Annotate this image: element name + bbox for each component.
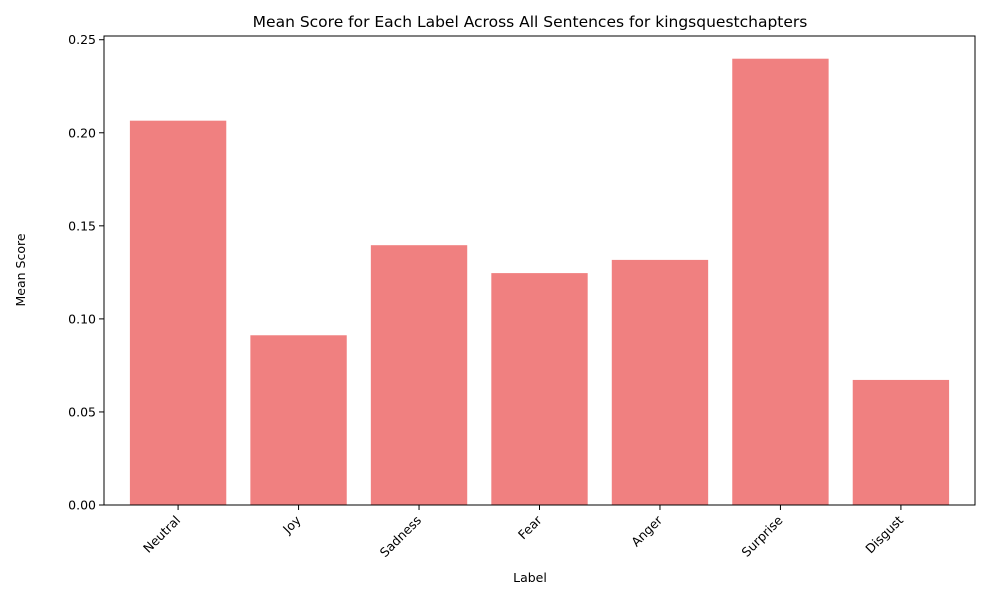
y-axis: 0.00 0.05 0.10 0.15 0.20 0.25 xyxy=(68,32,104,513)
y-tick-label: 0.20 xyxy=(68,125,96,140)
plot-frame xyxy=(103,35,976,506)
bar-surprise xyxy=(732,58,829,505)
bars-group xyxy=(129,58,950,506)
bar-sadness xyxy=(370,245,468,505)
x-tick-label: Surprise xyxy=(738,512,785,559)
x-tick-label: Sadness xyxy=(377,513,424,560)
x-tick-label: Disgust xyxy=(862,512,906,556)
y-tick-label: 0.25 xyxy=(68,32,96,47)
chart-title: Mean Score for Each Label Across All Sen… xyxy=(253,13,808,31)
x-axis: Neutral Joy Sadness Fear Anger Surprise Disgus… xyxy=(140,505,906,560)
y-tick-label: 0.00 xyxy=(68,498,96,513)
x-tick-label: Joy xyxy=(279,512,304,537)
y-axis-label: Mean Score xyxy=(13,233,28,306)
y-tick-label: 0.10 xyxy=(68,311,96,326)
bar-neutral xyxy=(129,120,227,506)
x-tick-label: Fear xyxy=(515,512,545,542)
bar-disgust xyxy=(852,379,950,505)
y-tick-label: 0.15 xyxy=(68,218,96,233)
x-tick-label: Anger xyxy=(628,512,666,550)
bar-joy xyxy=(250,335,347,505)
bar-fear xyxy=(491,273,588,505)
bar-anger xyxy=(611,259,709,505)
y-tick-label: 0.05 xyxy=(68,404,96,419)
x-axis-label: Label xyxy=(513,570,547,585)
x-tick-label: Neutral xyxy=(140,513,183,556)
